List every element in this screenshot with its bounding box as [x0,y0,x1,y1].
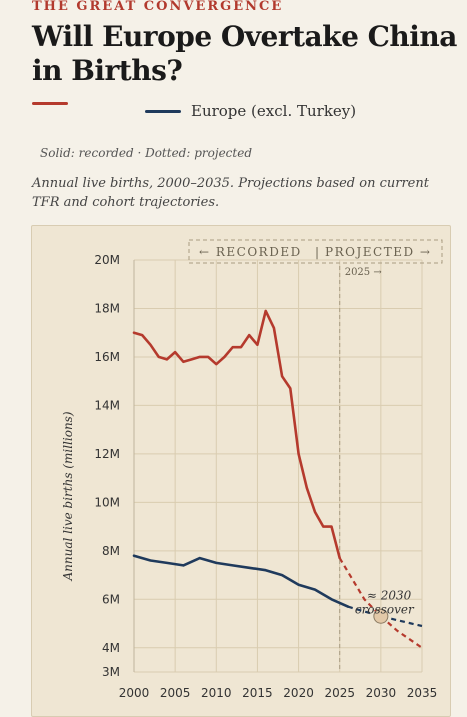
page-title: Will Europe Overtake China in Births? [32,20,457,87]
crossover-marker [373,608,389,624]
series-china-recorded [132,309,342,560]
x-tick-label: 2030 [366,686,397,700]
banner-separator: | [315,245,321,259]
legend: Europe (excl. Turkey) [32,102,452,124]
banner-recorded: ← RECORDED [199,245,302,259]
series-china-projected [338,557,423,649]
crossover-year-label: ≈ 2030 [367,588,412,602]
x-tick-label: 2005 [160,686,191,700]
y-axis-label: Annual live births (millions) [61,411,75,581]
legend-swatch-europe [145,109,181,113]
legend-item-china [32,102,78,105]
legend-item-europe: Europe (excl. Turkey) [145,102,356,120]
y-tick-label: 10M [94,495,120,509]
x-tick-label: 2000 [119,686,150,700]
legend-label-europe: Europe (excl. Turkey) [191,102,357,120]
phase-banner-box [188,239,443,264]
x-tick-label: 2015 [242,686,273,700]
y-tick-label: 14M [94,398,120,412]
x-tick-label: 2035 [407,686,438,700]
x-tick-label: 2025 [324,686,355,700]
series-europe-recorded [132,554,350,608]
y-tick-label: 12M [94,447,120,461]
divider-label: 2025 → [345,267,383,278]
kicker-label: THE GREAT CONVERGENCE [32,0,284,14]
banner-projected: PROJECTED → [325,245,431,259]
y-tick-label: 20M [94,253,120,267]
y-tick-label: 18M [94,301,120,315]
crossover-text-label: crossover [355,602,415,616]
y-tick-label: 16M [94,350,120,364]
series-europe-projected [347,605,423,628]
y-tick-label: 4M [102,641,120,655]
y-tick-label: 8M [102,544,120,558]
chart-subtitle: Annual live births, 2000–2035. Projectio… [32,176,429,210]
chart-panel: 3M 4M 6M 8M 10M 12M 14M 16M 18M 20M 2000 2005 2010 20… [31,225,451,717]
x-tick-label: 2010 [201,686,232,700]
births-line-chart: 3M 4M 6M 8M 10M 12M 14M 16M 18M 20M 2000 2005 2010 20… [61,239,443,700]
y-tick-label: 3M [102,665,120,679]
y-tick-label: 6M [102,592,120,606]
line-style-note: Solid: recorded · Dotted: projected [40,146,253,160]
x-tick-label: 2020 [283,686,314,700]
legend-swatch-china [32,102,68,105]
